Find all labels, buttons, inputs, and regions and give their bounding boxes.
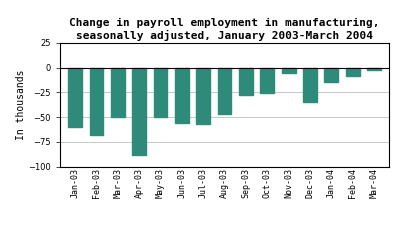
Bar [260,68,274,93]
Bar [239,68,253,95]
Bar [367,68,381,69]
Bar [132,68,146,155]
Bar [218,68,231,114]
Y-axis label: In thousands: In thousands [16,69,26,140]
Bar [154,68,168,117]
Title: Change in payroll employment in manufacturing,
seasonally adjusted, January 2003: Change in payroll employment in manufact… [69,18,380,41]
Bar [175,68,189,123]
Bar [303,68,317,102]
Bar [196,68,210,124]
Bar [89,68,103,135]
Bar [282,68,296,73]
Bar [111,68,125,117]
Bar [68,68,82,127]
Bar [346,68,360,75]
Bar [324,68,338,82]
